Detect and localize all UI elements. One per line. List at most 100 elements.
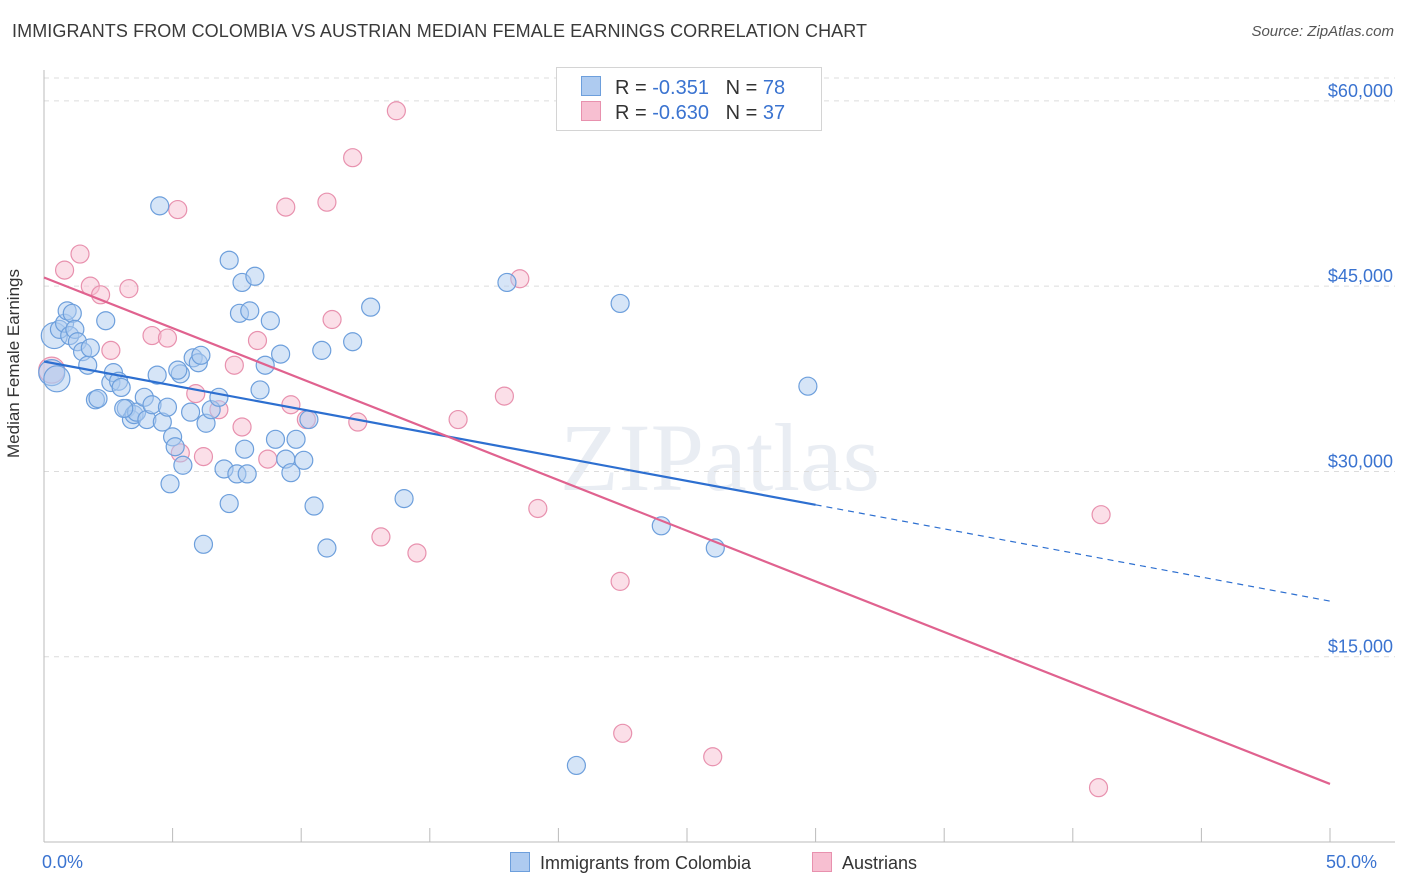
colombia-point [235,439,255,459]
colombia-point [209,387,229,407]
austrians-swatch [581,101,601,121]
colombia-point [96,311,116,331]
source-label: Source: ZipAtlas.com [1251,23,1394,40]
colombia-point [610,293,630,314]
austrians-point [371,527,391,547]
austrians-point [247,330,268,351]
austrians-point [610,571,630,591]
n-value: 78 [762,77,786,99]
colombia-point [62,303,82,323]
austrians-point [157,328,178,348]
colombia-point [160,474,180,494]
colombia-point [237,464,257,484]
y-tick-label: $60,000 [1328,81,1393,101]
colombia-point [265,429,286,449]
colombia-point [219,493,239,514]
legend-item-austrians: Austrians [812,852,917,874]
austrians-point [407,543,427,563]
colombia-point [165,437,185,457]
colombia-point [150,196,170,216]
colombia-point [343,332,363,352]
y-tick-label: $15,000 [1328,637,1393,657]
colombia-point [361,297,381,317]
colombia-point [299,409,319,430]
colombia-point [114,398,134,419]
austrians-point [258,449,278,469]
colombia-point [173,455,193,475]
austrians-point [448,409,468,430]
colombia-trend-extension [815,504,1331,602]
austrians-point [119,279,139,299]
colombia-point [281,463,301,483]
colombia-point [191,345,211,365]
r-label: R = [615,77,647,99]
colombia-point [181,402,201,422]
colombia-point [497,272,517,293]
stats-row-austrians: R = -0.630 N = 37 [581,101,785,125]
n-label: N = [725,77,758,99]
y-tick-labels: $15,000 $30,000 $45,000 $60,000 [1328,81,1393,657]
colombia-point [80,338,100,358]
axes [43,70,1395,843]
austrians-point [186,384,206,404]
austrians-point [70,244,90,264]
colombia-point [260,311,280,331]
watermark: ZIPatlas [560,404,880,511]
colombia-point [286,429,306,449]
austrians-point [317,192,337,212]
austrians-legend-swatch [812,852,832,872]
stats-row-colombia: R = -0.351 N = 78 [581,76,785,100]
colombia-point [317,538,337,558]
austrians-point [193,447,214,467]
colombia-point [240,301,260,321]
r-value: -0.630 [652,102,709,124]
legend-label-austrians: Austrians [842,853,918,873]
colombia-swatch [581,76,601,96]
colombia-trend-line [43,360,816,506]
r-label: R = [615,102,647,124]
colombia-point [147,365,167,385]
austrians-point [101,340,121,360]
colombia-point [43,365,71,393]
austrians-point [386,101,406,121]
colombia-point [271,344,291,364]
colombia-point [168,360,188,380]
colombia-point [798,376,818,396]
colombia-point [193,534,214,554]
austrians-point [494,386,514,406]
colombia-point [566,755,587,776]
r-value: -0.351 [652,77,709,99]
austrians-trend-line [43,276,1331,785]
y-tick-label: $45,000 [1328,266,1393,286]
austrians-point [276,197,296,217]
austrians-point [90,285,111,305]
austrians-point [1091,505,1111,525]
y-axis-label: Median Female Earnings [4,269,23,458]
austrians-point [224,355,244,375]
chart-title: IMMIGRANTS FROM COLOMBIA VS AUSTRIAN MED… [12,21,868,41]
stats-legend: R = -0.351 N = 78 R = -0.630 N = 37 [556,67,822,131]
austrians-point [322,309,342,330]
austrians-point [703,747,723,767]
y-tick-label: $30,000 [1328,451,1393,471]
grid-lines [44,77,1395,658]
austrians-point [1088,778,1109,798]
colombia-point [250,380,270,400]
n-value: 37 [762,102,786,124]
n-label: N = [725,102,758,124]
austrians-points [38,101,1111,798]
colombia-legend-swatch [510,852,530,872]
legend-label-colombia: Immigrants from Colombia [540,853,752,873]
colombia-point [219,250,239,270]
colombia-point [294,450,314,470]
colombia-point [245,266,265,286]
austrians-point [168,199,188,220]
colombia-point [157,397,178,417]
colombia-point [394,489,414,509]
austrians-point [528,498,548,519]
austrians-point [281,395,301,415]
legend-item-colombia: Immigrants from Colombia [510,852,751,874]
colombia-point [304,496,324,516]
colombia-point [88,388,108,409]
